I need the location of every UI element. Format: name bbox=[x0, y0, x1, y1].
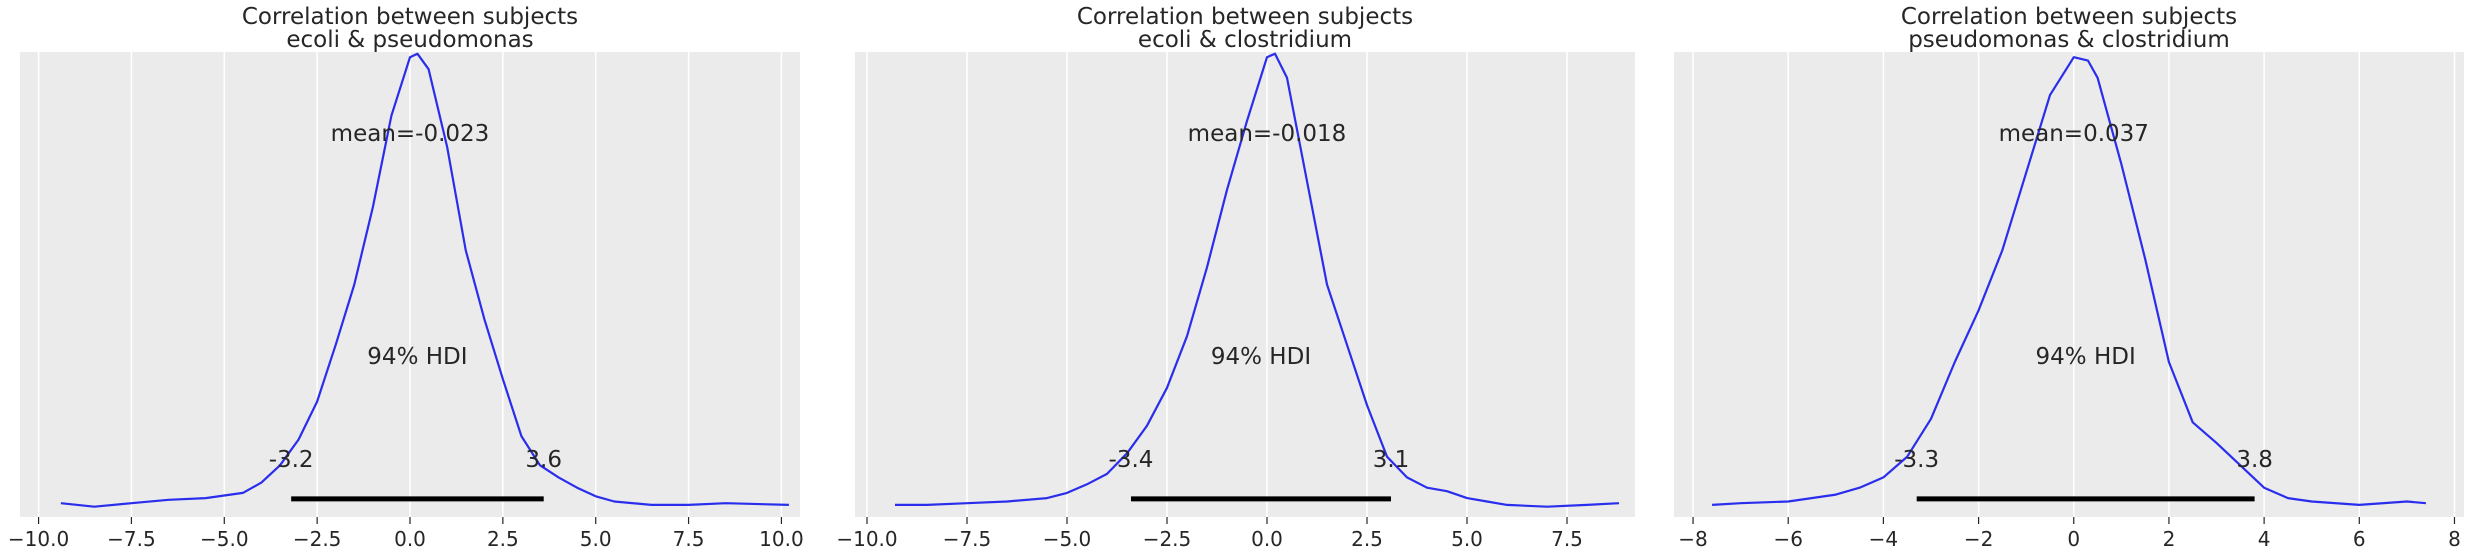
x-tick-label: −10.0 bbox=[8, 527, 69, 551]
x-tick-label: 2.5 bbox=[1351, 527, 1383, 551]
mean-label: mean=-0.023 bbox=[331, 121, 490, 147]
x-tick-label: −2.5 bbox=[293, 527, 342, 551]
x-tick-label: −8 bbox=[1678, 527, 1707, 551]
chart-panel-3: −8 −6 −4 −2 0 2 4 6 8 Correlation between subject… bbox=[1674, 4, 2464, 551]
hdi-high-label: 3.1 bbox=[1373, 447, 1410, 473]
x-tick-label: 8 bbox=[2448, 527, 2461, 551]
x-tick-label: 7.5 bbox=[673, 527, 705, 551]
x-tick-label: 2 bbox=[2163, 527, 2176, 551]
x-tick-label: −2.5 bbox=[1143, 527, 1192, 551]
mean-label: mean=-0.018 bbox=[1188, 121, 1347, 147]
chart-panel-1: −10.0 −7.5 −5.0 −2.5 0.0 2.5 5.0 7.5 10.0 Correla… bbox=[8, 4, 804, 551]
kde-line bbox=[895, 52, 1620, 508]
x-tick-label: −4 bbox=[1869, 527, 1898, 551]
hdi-label: 94% HDI bbox=[367, 344, 467, 370]
chart-title: Correlation between subjects bbox=[242, 4, 578, 30]
x-tick-label: 7.5 bbox=[1551, 527, 1583, 551]
x-tick-label: 0.0 bbox=[1251, 527, 1283, 551]
hdi-label: 94% HDI bbox=[1211, 344, 1311, 370]
chart-title: Correlation between subjects bbox=[1901, 4, 2237, 30]
chart-subtitle: pseudomonas & clostridium bbox=[1908, 27, 2230, 53]
chart-subtitle: ecoli & clostridium bbox=[1138, 27, 1352, 53]
hdi-high-label: 3.8 bbox=[2236, 447, 2273, 473]
chart-panel-2: −10.0 −7.5 −5.0 −2.5 0.0 2.5 5.0 7.5 Correlation… bbox=[836, 4, 1635, 551]
x-tick-label: 2.5 bbox=[487, 527, 519, 551]
x-tick-label: 6 bbox=[2353, 527, 2366, 551]
x-tick-label: 0 bbox=[2067, 527, 2080, 551]
x-tick-label: 4 bbox=[2258, 527, 2271, 551]
x-tick-label: −10.0 bbox=[836, 527, 897, 551]
chart-title: Correlation between subjects bbox=[1077, 4, 1413, 30]
hdi-low-label: -3.2 bbox=[269, 447, 314, 473]
x-tick-label: −7.5 bbox=[107, 527, 156, 551]
chart-subtitle: ecoli & pseudomonas bbox=[286, 27, 533, 53]
plot-background bbox=[1674, 52, 2464, 517]
x-tick-label: −7.5 bbox=[943, 527, 992, 551]
hdi-low-label: -3.3 bbox=[1894, 447, 1939, 473]
x-tick-label: −2 bbox=[1964, 527, 1993, 551]
x-tick-label: 5.0 bbox=[1451, 527, 1483, 551]
x-tick-label: 10.0 bbox=[759, 527, 804, 551]
hdi-high-label: 3.6 bbox=[525, 447, 562, 473]
mean-label: mean=0.037 bbox=[1999, 121, 2149, 147]
x-tick-label: 5.0 bbox=[580, 527, 612, 551]
hdi-label: 94% HDI bbox=[2036, 344, 2136, 370]
kde-line bbox=[1712, 56, 2426, 506]
x-tick-label: −6 bbox=[1773, 527, 1802, 551]
x-tick-label: −5.0 bbox=[200, 527, 249, 551]
x-tick-label: 0.0 bbox=[394, 527, 426, 551]
x-tick-label: −5.0 bbox=[1043, 527, 1092, 551]
kde-line bbox=[60, 52, 789, 508]
hdi-low-label: -3.4 bbox=[1109, 447, 1154, 473]
